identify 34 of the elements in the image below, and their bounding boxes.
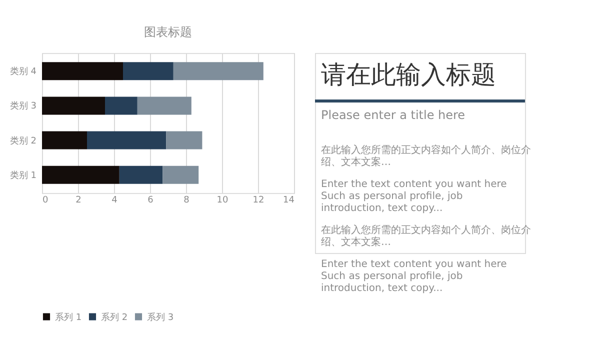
legend-label: 系列 1 xyxy=(55,312,82,323)
bar xyxy=(119,166,163,184)
bar xyxy=(87,131,166,150)
text: Enter the text content you want here Such as personal profile, job introduction, text copy... xyxy=(321,179,507,214)
text: Enter the text content you want here Such as personal profile, job introduction, text copy... xyxy=(321,259,507,294)
legend-label: 系列 2 xyxy=(101,312,128,323)
bar xyxy=(105,96,138,115)
bar xyxy=(42,166,120,184)
bar xyxy=(166,131,202,150)
y-tick-label: 类别 1 xyxy=(10,170,36,181)
text: 请在此输入标题 xyxy=(321,60,496,89)
bar xyxy=(173,62,264,80)
text: Please enter a title here xyxy=(321,108,466,122)
bar xyxy=(162,166,199,184)
y-tick-label: 类别 3 xyxy=(10,100,36,112)
x-tick-label: 2 xyxy=(76,196,82,206)
bar xyxy=(123,62,174,80)
x-tick-label: 0 xyxy=(42,196,48,206)
x-tick-label: 4 xyxy=(112,196,118,206)
x-tick-label: 6 xyxy=(148,196,154,206)
legend-label: 系列 3 xyxy=(147,312,174,323)
text: 在此输入您所需的正文内容如个人简介、岗位介绍、文本文案… xyxy=(321,144,531,168)
bar xyxy=(42,62,123,80)
bar xyxy=(42,131,87,150)
x-tick-label: 10 xyxy=(216,196,228,206)
x-tick-label: 12 xyxy=(252,196,264,206)
y-tick-label: 类别 2 xyxy=(10,135,36,146)
text: 在此输入您所需的正文内容如个人简介、岗位介绍、文本文案… xyxy=(321,224,531,248)
bar xyxy=(137,96,192,115)
y-tick-label: 类别 4 xyxy=(10,66,37,78)
chart-title: 图表标题 xyxy=(144,25,192,39)
x-tick-label: 8 xyxy=(184,196,190,206)
x-tick-label: 14 xyxy=(283,196,295,206)
bar xyxy=(42,96,105,115)
